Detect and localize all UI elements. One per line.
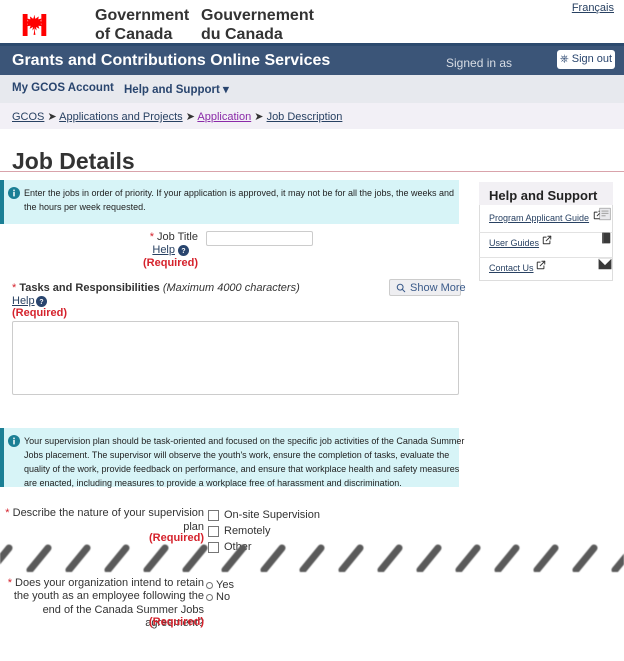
svg-text:?: ? xyxy=(181,248,185,255)
svg-text:?: ? xyxy=(39,299,43,306)
